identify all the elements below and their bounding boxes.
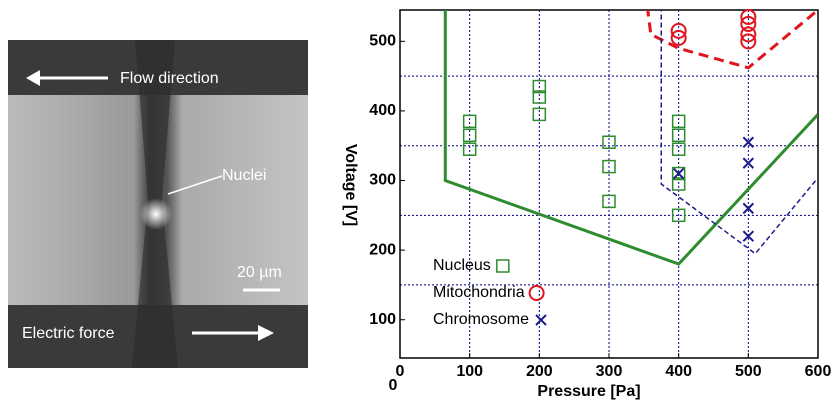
nuclei-pointer	[167, 175, 223, 195]
legend-marker	[496, 259, 510, 273]
marker-square	[671, 128, 686, 143]
marker-circle	[670, 29, 687, 46]
marker-square	[532, 79, 547, 94]
legend-label: Mitochondria	[433, 284, 525, 301]
chart: 0 100 200 300 400 500 600 100 200 300 400 500 0 Press…	[342, 8, 832, 400]
x-tick-label: 200	[526, 363, 553, 380]
y-axis-label: Voltage [V]	[342, 144, 359, 226]
threshold-line	[646, 10, 818, 70]
nuclei-label: Nuclei	[222, 167, 266, 184]
marker-x	[742, 136, 755, 148]
marker-square	[532, 90, 547, 104]
legend-marker	[535, 314, 547, 326]
marker-circle	[740, 33, 757, 50]
marker-square	[602, 194, 616, 209]
flow-arrowhead	[26, 70, 40, 86]
marker-square	[671, 142, 686, 156]
marker-circle	[740, 8, 757, 25]
nucleus-glow	[140, 198, 172, 230]
x-tick-label: 100	[456, 363, 483, 380]
marker-x	[672, 167, 685, 180]
marker-square	[602, 159, 616, 174]
flow-label: Flow direction	[120, 70, 219, 87]
y-tick-label: 500	[369, 33, 396, 50]
marker-square	[671, 166, 686, 181]
threshold-lines	[443, 10, 818, 266]
marker-square	[602, 135, 616, 149]
marker-circle	[740, 15, 757, 32]
x-tick-label: 600	[805, 363, 832, 380]
marker-square	[671, 208, 686, 223]
legend-marker	[528, 285, 545, 301]
marker-square	[671, 114, 686, 129]
legend-label: Nucleus	[433, 257, 491, 274]
scale-label: 20 µm	[237, 264, 282, 281]
marker-x	[742, 230, 755, 242]
y-tick-label: 300	[369, 172, 396, 189]
marker-x	[742, 157, 755, 169]
marker-square	[671, 177, 686, 191]
x-axis-label: Pressure [Pa]	[537, 383, 640, 400]
threshold-line	[660, 10, 818, 255]
marker-x	[742, 202, 755, 215]
force-arrowhead	[258, 325, 274, 341]
x-tick-label: 500	[735, 363, 762, 380]
micrograph: Flow direction Nuclei 20 µm Electric for…	[8, 40, 308, 368]
legend-label: Chromosome	[433, 311, 529, 328]
y-tick-label: 400	[369, 102, 396, 119]
y-tick-label: 200	[369, 241, 396, 258]
x-tick-label: 300	[596, 363, 623, 380]
marker-square	[532, 107, 547, 122]
marker-square	[462, 114, 477, 129]
marker-square	[462, 128, 477, 143]
x-tick-label: 400	[665, 363, 692, 380]
y-tick-label: 100	[369, 311, 396, 328]
marker-circle	[670, 22, 687, 39]
marker-circle	[740, 26, 757, 43]
marker-square	[462, 142, 477, 156]
origin-label: 0	[389, 377, 398, 394]
x-tick-label: 0	[396, 363, 405, 380]
force-label: Electric force	[22, 325, 115, 342]
threshold-line	[443, 10, 818, 266]
